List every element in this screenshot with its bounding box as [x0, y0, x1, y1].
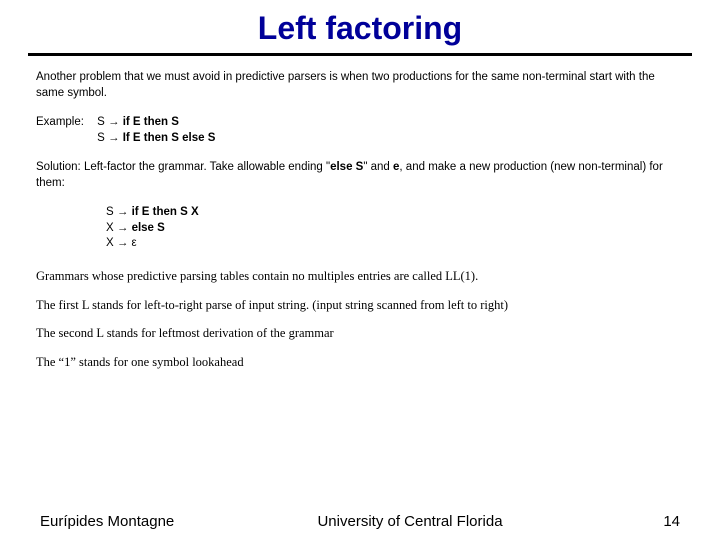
- solution-pre: Solution: Left-factor the grammar. Take …: [36, 161, 330, 173]
- prod2-pre: S →: [97, 132, 123, 144]
- example-block: Example: S → if E then S S → If E then S…: [36, 115, 684, 146]
- solution-mid: " and: [363, 161, 393, 173]
- ll1-paragraph-1: Grammars whose predictive parsing tables…: [36, 268, 684, 285]
- footer-university: University of Central Florida: [200, 513, 620, 530]
- example-label: Example:: [36, 115, 84, 131]
- newprod-3: X → ε: [106, 236, 684, 252]
- ll1-paragraph-3: The second L stands for leftmost derivat…: [36, 325, 684, 342]
- footer-author: Eurípides Montagne: [40, 513, 200, 530]
- slide-title: Left factoring: [0, 0, 720, 53]
- footer-page-number: 14: [620, 513, 680, 530]
- production-1: S → if E then S: [97, 115, 215, 131]
- prod2-bold: If E then S else S: [123, 132, 216, 144]
- newprod-1: S → if E then S X: [106, 205, 684, 221]
- newprod1-pre: S →: [106, 206, 132, 218]
- newprod2-pre: X →: [106, 222, 132, 234]
- ll1-paragraph-2: The first L stands for left-to-right par…: [36, 297, 684, 314]
- ll1-paragraph-4: The “1” stands for one symbol lookahead: [36, 354, 684, 371]
- newprod-2: X → else S: [106, 221, 684, 237]
- example-productions: S → if E then S S → If E then S else S: [97, 115, 215, 146]
- new-productions: S → if E then S X X → else S X → ε: [106, 205, 684, 252]
- slide-footer: Eurípides Montagne University of Central…: [0, 513, 720, 530]
- solution-paragraph: Solution: Left-factor the grammar. Take …: [36, 160, 684, 191]
- newprod2-bold: else S: [132, 222, 165, 234]
- slide-content: Another problem that we must avoid in pr…: [0, 70, 720, 371]
- prod1-bold: if E then S: [123, 116, 179, 128]
- prod1-pre: S →: [97, 116, 123, 128]
- title-underline: [28, 53, 692, 56]
- solution-bold1: else S: [330, 161, 363, 173]
- production-2: S → If E then S else S: [97, 131, 215, 147]
- intro-paragraph: Another problem that we must avoid in pr…: [36, 70, 684, 101]
- newprod1-bold: if E then S X: [132, 206, 199, 218]
